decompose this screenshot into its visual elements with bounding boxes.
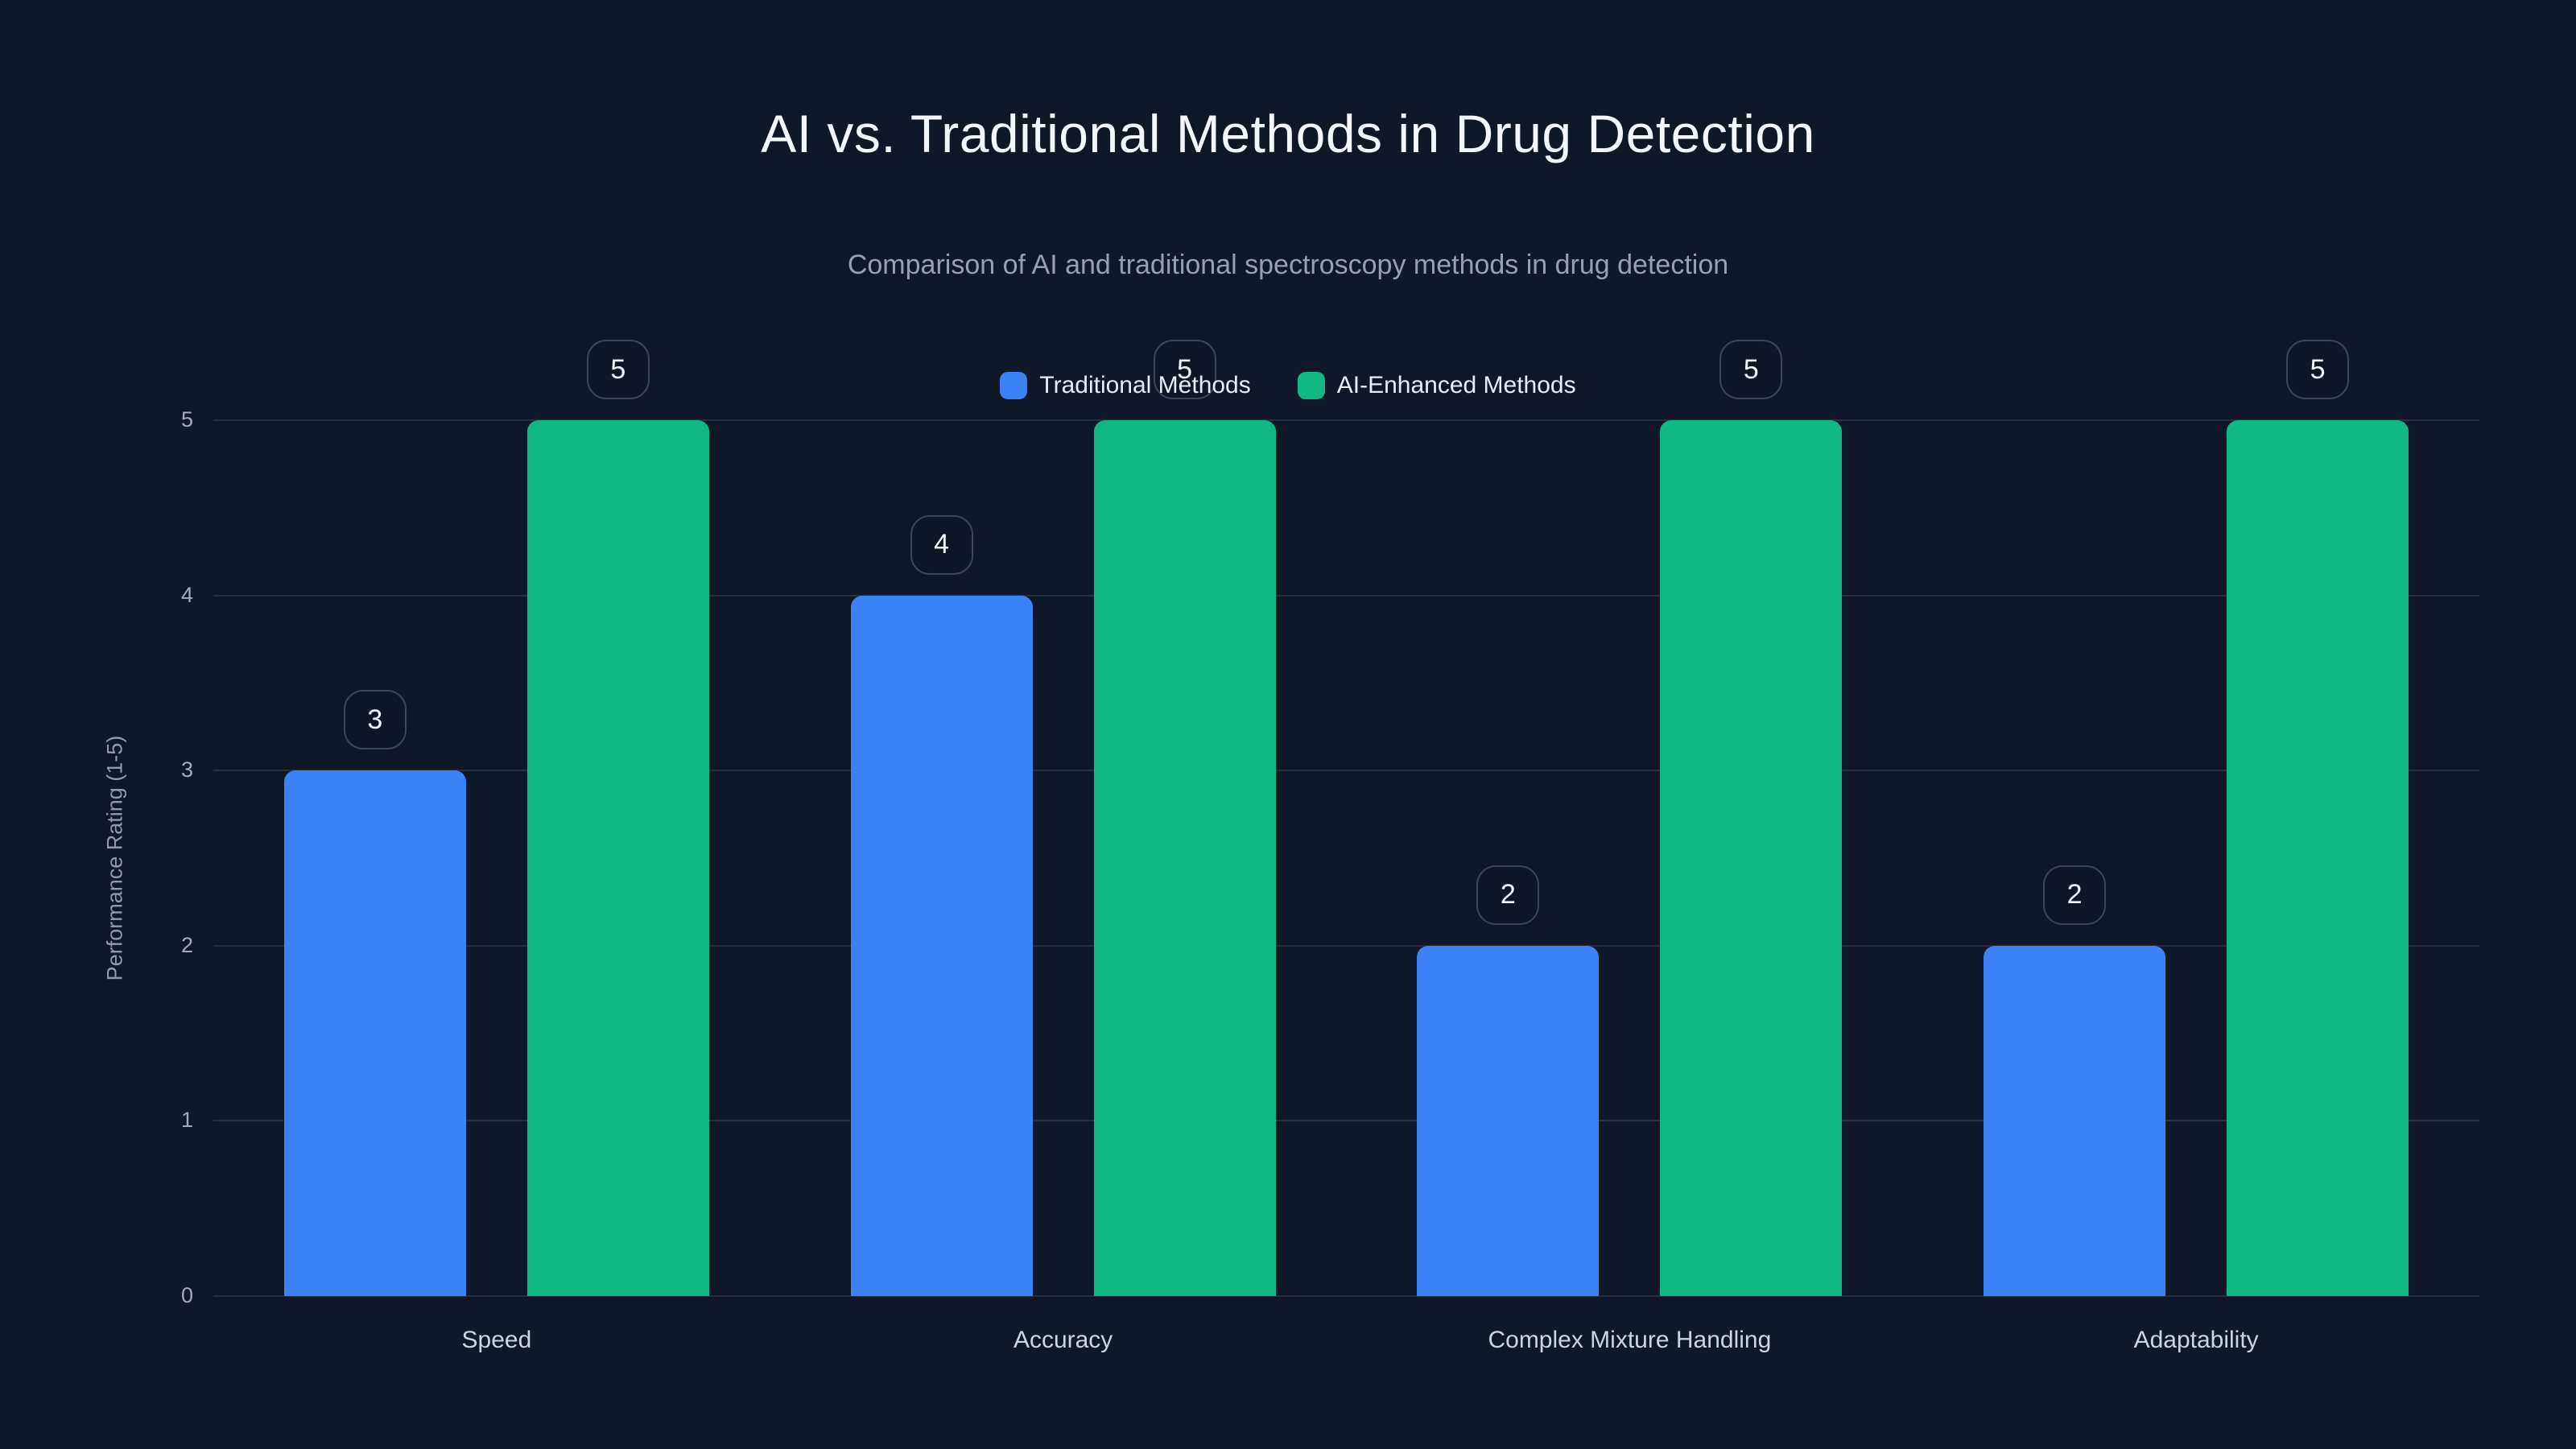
bar-traditional-methods-complex-mixture-handling <box>1417 945 1600 1296</box>
x-category-label-speed: Speed <box>461 1327 532 1353</box>
bar-traditional-methods-accuracy <box>850 595 1033 1296</box>
gridline-y-3 <box>213 770 2479 772</box>
value-badge-ai-enhanced-methods-adaptability: 5 <box>2286 340 2350 399</box>
legend-swatch-traditional-methods <box>1000 372 1028 399</box>
legend-label-traditional-methods: Traditional Methods <box>1039 372 1251 398</box>
x-category-label-adaptability: Adaptability <box>2133 1327 2259 1353</box>
legend: Traditional Methods AI-Enhanced Methods <box>0 372 2576 399</box>
bar-ai-enhanced-methods-complex-mixture-handling <box>1660 420 1843 1296</box>
chart-title: AI vs. Traditional Methods in Drug Detec… <box>761 104 1815 163</box>
value-badge-ai-enhanced-methods-accuracy: 5 <box>1153 340 1216 399</box>
gridline-y-0 <box>213 1295 2479 1297</box>
legend-item-traditional-methods[interactable]: Traditional Methods <box>1000 372 1251 399</box>
gridline-y-2 <box>213 944 2479 947</box>
legend-item-ai-enhanced-methods[interactable]: AI-Enhanced Methods <box>1297 372 1576 399</box>
value-badge-traditional-methods-speed: 3 <box>343 690 407 750</box>
y-tick-label-3: 3 <box>180 758 193 782</box>
bar-ai-enhanced-methods-accuracy <box>1093 420 1276 1296</box>
gridline-y-5 <box>213 419 2479 421</box>
gridline-y-4 <box>213 594 2479 597</box>
value-badge-ai-enhanced-methods-complex-mixture-handling: 5 <box>1719 340 1783 399</box>
y-axis-title: Performance Rating (1-5) <box>102 735 127 981</box>
value-badge-traditional-methods-adaptability: 2 <box>2043 865 2107 925</box>
legend-label-ai-enhanced-methods: AI-Enhanced Methods <box>1336 372 1576 398</box>
value-badge-ai-enhanced-methods-speed: 5 <box>586 340 650 399</box>
y-tick-label-2: 2 <box>180 932 193 957</box>
value-badge-traditional-methods-accuracy: 4 <box>910 514 973 575</box>
value-badge-traditional-methods-complex-mixture-handling: 2 <box>1476 865 1540 925</box>
bar-ai-enhanced-methods-adaptability <box>2227 420 2409 1296</box>
bar-traditional-methods-adaptability <box>1984 945 2166 1296</box>
plot-area: 0 1 2 3 4 5 3 5 Speed 4 5 Accuracy 2 5 Complex Mixture… <box>181 340 2479 1353</box>
bar-traditional-methods-speed <box>283 770 466 1296</box>
legend-swatch-ai-enhanced-methods <box>1297 372 1325 399</box>
y-tick-label-5: 5 <box>180 407 193 431</box>
x-category-label-complex-mixture-handling: Complex Mixture Handling <box>1488 1327 1772 1353</box>
chart-subtitle: Comparison of AI and traditional spectro… <box>847 250 1729 280</box>
y-tick-label-0: 0 <box>180 1283 193 1307</box>
y-tick-label-4: 4 <box>180 582 193 607</box>
y-tick-label-1: 1 <box>180 1108 193 1133</box>
gridline-y-1 <box>213 1120 2479 1122</box>
x-category-label-accuracy: Accuracy <box>1013 1327 1113 1353</box>
bar-ai-enhanced-methods-speed <box>526 420 709 1296</box>
